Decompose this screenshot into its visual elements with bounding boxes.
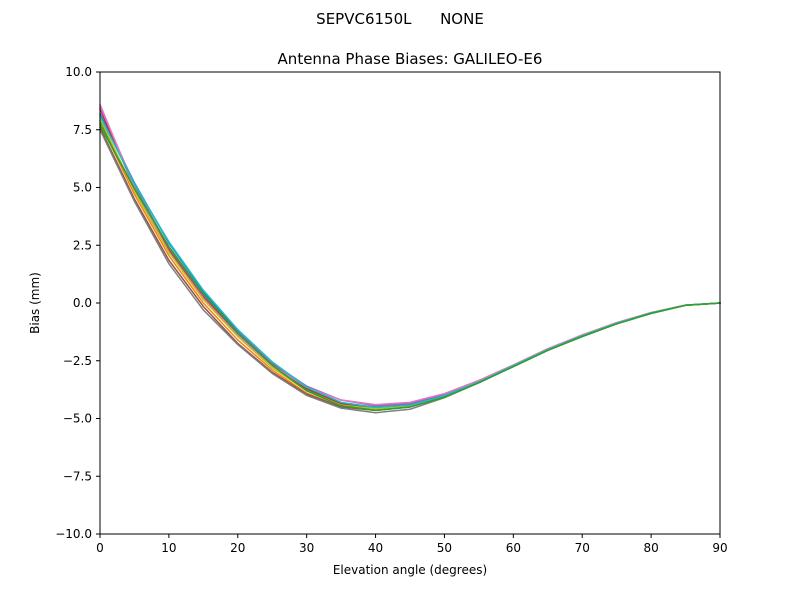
x-axis-label: Elevation angle (degrees) [333,563,487,577]
x-tick-label: 80 [643,541,658,555]
x-tick-label: 40 [368,541,383,555]
y-tick-label: 10.0 [65,65,92,79]
series-line-11 [98,124,721,412]
y-tick-label: −2.5 [63,354,92,368]
x-tick-label: 10 [161,541,176,555]
y-tick-label: −10.0 [55,527,92,541]
y-axis-ticks: 10.0 7.5 5.0 2.5 0.0 −2.5 −5.0 −7.5 −10.0 [55,65,100,541]
x-axis-ticks: 0 10 20 30 40 50 60 70 80 90 [96,534,728,555]
chart-title: Antenna Phase Biases: GALILEO-E6 [278,50,543,68]
y-tick-label: 0.0 [73,296,92,310]
x-tick-label: 30 [299,541,314,555]
x-tick-label: 50 [437,541,452,555]
y-tick-label: 2.5 [73,238,92,252]
y-tick-label: 7.5 [73,123,92,137]
x-tick-label: 20 [230,541,245,555]
x-tick-label: 90 [712,541,727,555]
y-tick-label: −5.0 [63,412,92,426]
series-layer [98,103,721,414]
x-tick-label: 0 [96,541,104,555]
x-tick-label: 70 [575,541,590,555]
x-tick-label: 60 [506,541,521,555]
y-axis-label: Bias (mm) [28,272,42,334]
y-tick-label: 5.0 [73,181,92,195]
y-tick-label: −7.5 [63,469,92,483]
figure-suptitle: SEPVC6150L NONE [316,10,484,28]
